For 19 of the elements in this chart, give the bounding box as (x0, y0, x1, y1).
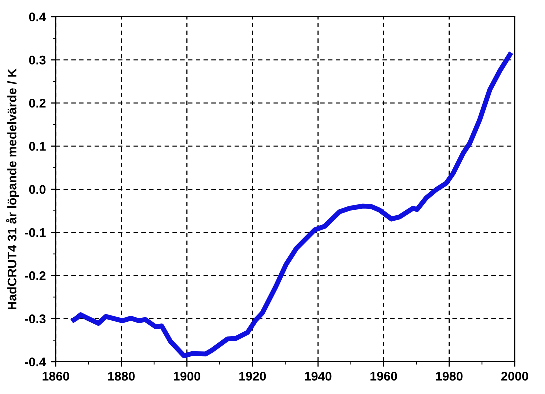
y-tick-label: 0.1 (29, 142, 46, 152)
x-tick-label: 2000 (502, 372, 528, 381)
y-tick-label: -0.1 (25, 228, 46, 238)
x-tick-label: 1860 (42, 372, 70, 381)
y-tick-label: 0.3 (29, 56, 46, 65)
line-series (72, 52, 513, 358)
x-tick-label: 1980 (436, 372, 463, 381)
y-tick-label: 0.4 (29, 12, 46, 22)
y-tick-label: -0.2 (25, 272, 46, 280)
x-tick-label: 1900 (174, 372, 201, 381)
y-tick-label: -0.3 (25, 314, 46, 324)
y-tick-label: 0.0 (29, 185, 46, 194)
x-tick-label: 1960 (370, 372, 398, 381)
x-tick-label: 1940 (305, 372, 332, 381)
y-tick-label: -0.4 (25, 358, 46, 367)
x-tick-label: 1920 (240, 372, 266, 381)
y-axis-title: HadCRUT4 31 år löpande medelvärde / K (6, 68, 20, 310)
x-tick-label: 1880 (108, 372, 135, 381)
y-tick-label: 0.2 (29, 99, 46, 108)
